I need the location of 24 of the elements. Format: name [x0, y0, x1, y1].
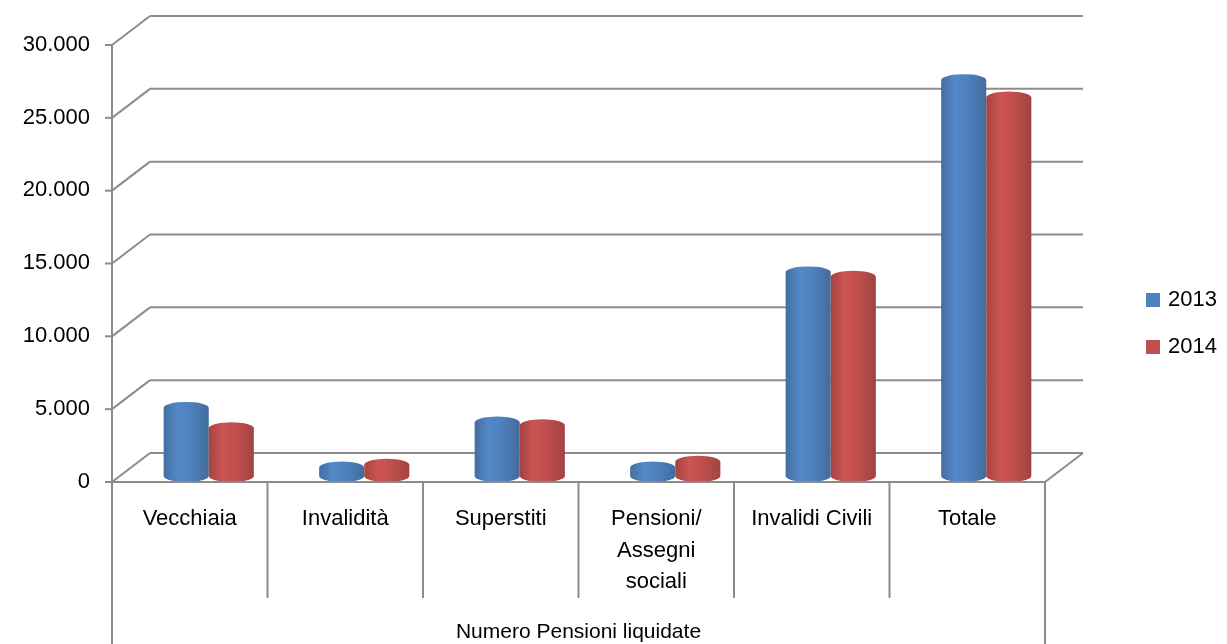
legend-label: 2014	[1168, 332, 1217, 358]
y-tick-label: 0	[77, 467, 90, 493]
x-tick-label: Totale	[937, 505, 997, 530]
x-tick-label: Invalidità	[301, 505, 390, 530]
x-tick-label: Vecchiaia	[142, 505, 238, 530]
bar	[785, 266, 831, 482]
y-tick-label: 25.000	[22, 103, 90, 129]
x-tick-label: Superstiti	[454, 505, 547, 530]
bar	[986, 91, 1032, 482]
x-tick-label: Pensioni/ Assegni sociali	[610, 505, 703, 593]
y-tick-label: 10.000	[22, 322, 90, 348]
x-axis-title: Numero Pensioni liquidate	[455, 619, 702, 642]
y-tick-label: 5.000	[34, 394, 90, 420]
y-tick-label: 20.000	[22, 176, 90, 202]
bar	[830, 270, 876, 482]
bar	[208, 422, 254, 482]
bar	[474, 416, 520, 482]
x-tick-label: Invalidi Civili	[751, 505, 873, 530]
bar	[163, 401, 209, 482]
legend-label: 2013	[1168, 285, 1217, 311]
bar	[519, 419, 565, 482]
y-tick-label: 15.000	[22, 249, 90, 275]
y-tick-label: 30.000	[22, 30, 90, 56]
bar	[941, 74, 987, 482]
